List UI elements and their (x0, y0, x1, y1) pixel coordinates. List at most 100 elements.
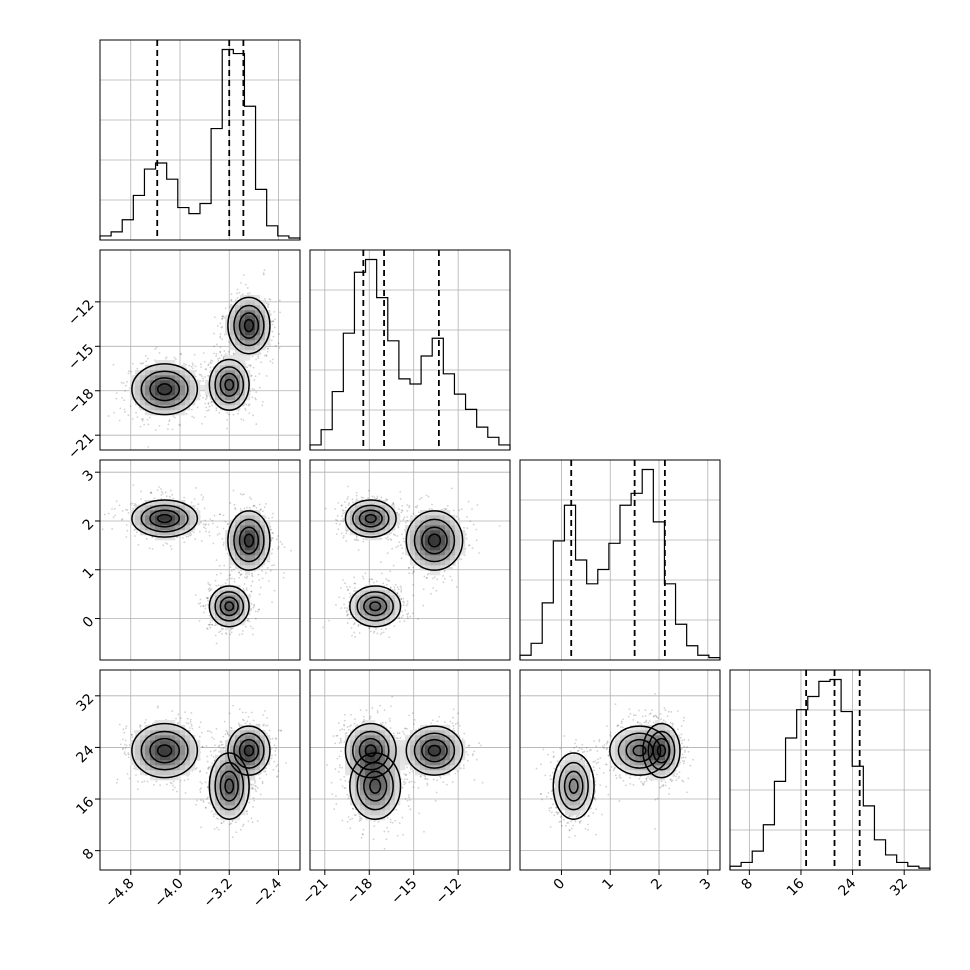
scatter-panel-1-0-density-cell (225, 405, 231, 411)
scatter-panel-2-0-point (112, 516, 115, 519)
scatter-panel-1-0-density-cell (170, 410, 176, 416)
scatter-panel-1-0-density-cell (165, 360, 171, 366)
scatter-panel-1-0-density-cell (240, 395, 246, 401)
scatter-panel-2-0-density-cell (230, 560, 236, 566)
scatter-panel-2-0-point (113, 507, 116, 510)
scatter-panel-1-0-density-cell (210, 375, 216, 381)
scatter-panel-2-0-density-cell (215, 600, 221, 606)
scatter-panel-1-0-point (115, 392, 118, 394)
scatter-panel-1-0-point (251, 396, 254, 399)
scatter-panel-2-1-point (465, 537, 468, 540)
scatter-panel-2-1-point (353, 590, 355, 592)
scatter-panel-1-0-point (202, 396, 204, 399)
scatter-panel-1-0-point (274, 344, 277, 347)
scatter-panel-2-1-point (400, 511, 403, 514)
scatter-panel-2-0-point (283, 546, 286, 548)
scatter-panel-2-0-density-cell (230, 610, 236, 616)
scatter-panel-2-0-point (200, 521, 203, 524)
scatter-panel-2-0-point (145, 538, 148, 540)
scatter-panel-1-0-point (120, 381, 123, 384)
scatter-panel-2-1-density-cell (385, 505, 391, 511)
scatter-panel-2-0-density-cell (170, 535, 176, 541)
scatter-panel-2-0-density-cell (165, 515, 171, 521)
scatter-panel-1-0-density-cell (255, 310, 261, 316)
scatter-panel-2-1-point (338, 596, 341, 599)
scatter-panel-2-0-density-cell (245, 570, 251, 576)
scatter-panel-1-0-density-cell (250, 345, 256, 351)
scatter-panel-1-0-density-cell (225, 375, 231, 381)
scatter-panel-1-0-point (217, 357, 219, 360)
scatter-panel-1-0-point (245, 283, 247, 286)
scatter-panel-1-0-point (121, 396, 123, 399)
scatter-panel-2-1-point (335, 603, 337, 606)
scatter-panel-2-1-density-cell (375, 505, 381, 511)
scatter-panel-1-0-point (119, 407, 122, 410)
scatter-panel-2-0-density-cell (175, 515, 181, 521)
scatter-panel-2-0-point (208, 587, 211, 590)
scatter-panel-2-1-point (443, 507, 446, 510)
scatter-panel-2-0-point (222, 527, 225, 530)
scatter-panel-1-0-density-cell (235, 395, 241, 401)
scatter-panel-1-0-point (127, 372, 130, 375)
scatter-panel-2-1-density-cell (380, 520, 386, 526)
scatter-panel-2-1-density-cell (380, 605, 386, 611)
scatter-panel-2-1-density-cell (355, 610, 361, 616)
scatter-panel-2-1-point (324, 507, 327, 510)
scatter-panel-2-1-point (347, 496, 349, 498)
scatter-panel-1-0-density-cell (140, 390, 146, 396)
scatter-panel-2-0-point (230, 631, 233, 634)
scatter-panel-2-0-point (258, 608, 260, 611)
scatter-panel-2-1-density-cell (395, 520, 401, 526)
scatter-panel-2-1-point (408, 504, 411, 507)
scatter-panel-2-0-density-cell (185, 505, 191, 511)
scatter-panel-2-0-point (140, 490, 142, 493)
scatter-panel-2-1-point (407, 566, 410, 569)
scatter-panel-1-0-density-cell (185, 380, 191, 386)
scatter-panel-2-0-point (234, 508, 237, 510)
scatter-panel-2-1-point (379, 561, 382, 564)
scatter-panel-2-1-density-cell (385, 515, 391, 521)
scatter-panel-1-0-density-cell (190, 385, 196, 391)
scatter-panel-2-0-point (283, 572, 285, 574)
scatter-panel-2-1-point (371, 578, 374, 581)
scatter-panel-2-0-point (270, 536, 273, 539)
scatter-panel-2-0-point (202, 605, 205, 608)
scatter-panel-2-0-density-cell (245, 565, 251, 571)
scatter-panel-2-0-point (252, 505, 255, 507)
scatter-panel-2-0-point (199, 605, 202, 608)
scatter-panel-2-0-density-cell (180, 520, 186, 526)
scatter-panel-1-0-point (222, 356, 225, 358)
scatter-panel-1-0-density-cell (265, 320, 271, 326)
scatter-panel-2-0-point (233, 578, 236, 580)
scatter-panel-2-1-point (436, 578, 439, 581)
scatter-panel-1-0-point (262, 273, 265, 276)
scatter-panel-1-0-density-cell (260, 325, 266, 331)
scatter-panel-1-0-point (222, 357, 225, 360)
scatter-panel-1-0-density-cell (160, 410, 166, 416)
scatter-panel-2-0-contour-1-2 (219, 596, 239, 617)
scatter-panel-1-0-point (216, 325, 219, 327)
scatter-panel-1-0-point (191, 367, 194, 370)
scatter-panel-1-0-point (226, 427, 228, 430)
scatter-panel-2-1-density-cell (405, 550, 411, 556)
scatter-panel-2-1-density-cell (410, 525, 416, 531)
scatter-panel-1-0-density-cell (175, 365, 181, 371)
scatter-panel-1-0-density-cell (180, 380, 186, 386)
scatter-panel-1-0-density-cell (190, 370, 196, 376)
scatter-panel-1-0-density-cell (155, 405, 161, 411)
scatter-panel-2-1-point (345, 530, 348, 532)
scatter-panel-2-1-point (343, 603, 345, 606)
scatter-panel-2-0-point (202, 604, 204, 607)
scatter-panel-2-1-point (337, 528, 340, 531)
scatter-panel-1-0-density-cell (170, 380, 176, 386)
scatter-panel-2-0-point (215, 642, 218, 645)
scatter-panel-1-0-point (198, 373, 201, 376)
scatter-panel-1-0-density-cell (180, 405, 186, 411)
scatter-panel-1-0-density-cell (245, 325, 251, 331)
scatter-panel-1-0-density-cell (240, 320, 246, 326)
scatter-panel-2-0-density-cell (245, 550, 251, 556)
scatter-panel-1-0-point (246, 366, 249, 369)
scatter-panel-1-0-point (209, 361, 212, 364)
scatter-panel-2-1-point (392, 502, 395, 505)
scatter-panel-2-0-density-cell (220, 620, 226, 626)
